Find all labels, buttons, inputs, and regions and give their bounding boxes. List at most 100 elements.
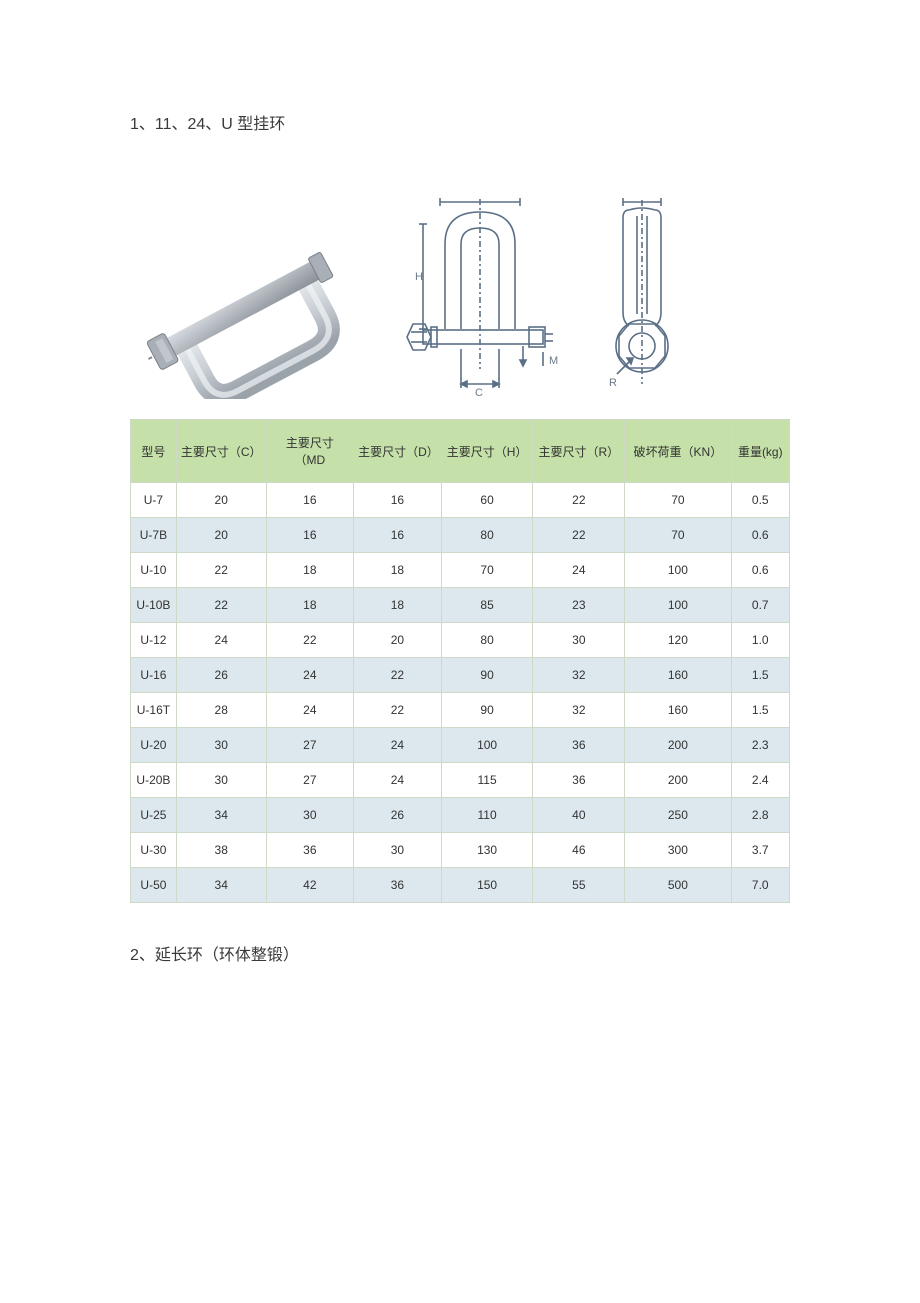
table-cell: 0.6 [731, 518, 789, 553]
table-cell: 2.4 [731, 763, 789, 798]
table-cell: 115 [441, 763, 533, 798]
table-cell: 110 [441, 798, 533, 833]
table-cell: 24 [533, 553, 625, 588]
table-cell: 80 [441, 518, 533, 553]
table-cell: 27 [266, 728, 354, 763]
table-cell: 80 [441, 623, 533, 658]
table-cell: 20 [176, 518, 266, 553]
table-cell: 18 [354, 553, 442, 588]
table-cell: 85 [441, 588, 533, 623]
table-cell: 16 [266, 518, 354, 553]
table-cell: U-25 [131, 798, 177, 833]
table-row: U-16T28242290321601.5 [131, 693, 790, 728]
table-cell: 0.7 [731, 588, 789, 623]
table-cell: 100 [441, 728, 533, 763]
table-row: U-50344236150555007.0 [131, 868, 790, 903]
table-cell: 34 [176, 868, 266, 903]
spec-table: 型号 主要尺寸（C） 主要尺寸（MD 主要尺寸（D） 主要尺寸（H） 主要尺寸（… [130, 419, 790, 903]
table-cell: 38 [176, 833, 266, 868]
table-cell: 70 [625, 518, 731, 553]
table-cell: 22 [176, 553, 266, 588]
table-row: U-7B2016168022700.6 [131, 518, 790, 553]
section-2-title: 2、延长环（环体整锻） [130, 941, 802, 965]
table-cell: 18 [354, 588, 442, 623]
table-cell: 22 [266, 623, 354, 658]
table-cell: 30 [266, 798, 354, 833]
table-cell: 16 [354, 518, 442, 553]
table-row: U-1022181870241000.6 [131, 553, 790, 588]
table-body: U-72016166022700.5U-7B2016168022700.6U-1… [131, 483, 790, 903]
table-row: U-30383630130463003.7 [131, 833, 790, 868]
shackle-front-diagram: H C M [375, 194, 585, 399]
table-cell: 23 [533, 588, 625, 623]
table-cell: 36 [266, 833, 354, 868]
table-cell: 100 [625, 553, 731, 588]
table-row: U-20B302724115362002.4 [131, 763, 790, 798]
table-cell: 55 [533, 868, 625, 903]
table-cell: 16 [354, 483, 442, 518]
table-cell: 20 [176, 483, 266, 518]
table-cell: 2.8 [731, 798, 789, 833]
table-cell: 36 [354, 868, 442, 903]
shackle-photo [130, 224, 365, 399]
table-cell: U-10B [131, 588, 177, 623]
table-cell: 40 [533, 798, 625, 833]
th-d: 主要尺寸（D） [354, 420, 442, 483]
table-cell: 32 [533, 658, 625, 693]
table-cell: 100 [625, 588, 731, 623]
table-cell: 0.5 [731, 483, 789, 518]
dim-m-label: M [549, 355, 558, 367]
table-cell: 28 [176, 693, 266, 728]
shackle-side-diagram: R [595, 194, 690, 399]
dim-h-label: H [415, 271, 423, 283]
th-r: 主要尺寸（R） [533, 420, 625, 483]
table-cell: U-50 [131, 868, 177, 903]
table-cell: 42 [266, 868, 354, 903]
table-cell: 150 [441, 868, 533, 903]
table-cell: 1.5 [731, 693, 789, 728]
table-cell: 26 [176, 658, 266, 693]
table-cell: 2.3 [731, 728, 789, 763]
table-cell: U-7B [131, 518, 177, 553]
table-cell: 26 [354, 798, 442, 833]
table-cell: 22 [533, 518, 625, 553]
table-row: U-20302724100362002.3 [131, 728, 790, 763]
table-row: U-1626242290321601.5 [131, 658, 790, 693]
table-cell: 24 [176, 623, 266, 658]
table-cell: 200 [625, 763, 731, 798]
table-cell: 34 [176, 798, 266, 833]
table-cell: U-20 [131, 728, 177, 763]
table-cell: 18 [266, 553, 354, 588]
table-cell: 3.7 [731, 833, 789, 868]
table-cell: 60 [441, 483, 533, 518]
table-row: U-72016166022700.5 [131, 483, 790, 518]
table-cell: U-12 [131, 623, 177, 658]
table-cell: 22 [176, 588, 266, 623]
table-cell: 46 [533, 833, 625, 868]
table-cell: 130 [441, 833, 533, 868]
table-cell: 20 [354, 623, 442, 658]
table-cell: 500 [625, 868, 731, 903]
table-cell: 24 [266, 693, 354, 728]
th-kg: 重量(kg) [731, 420, 789, 483]
table-cell: 1.0 [731, 623, 789, 658]
table-cell: 32 [533, 693, 625, 728]
table-header-row: 型号 主要尺寸（C） 主要尺寸（MD 主要尺寸（D） 主要尺寸（H） 主要尺寸（… [131, 420, 790, 483]
table-cell: 22 [533, 483, 625, 518]
table-cell: 30 [533, 623, 625, 658]
dim-r-label: R [609, 377, 617, 389]
table-cell: 70 [441, 553, 533, 588]
table-cell: U-16 [131, 658, 177, 693]
table-cell: 22 [354, 693, 442, 728]
table-cell: U-7 [131, 483, 177, 518]
table-cell: U-30 [131, 833, 177, 868]
th-h: 主要尺寸（H） [441, 420, 533, 483]
table-row: U-10B22181885231000.7 [131, 588, 790, 623]
table-cell: 70 [625, 483, 731, 518]
table-cell: 1.5 [731, 658, 789, 693]
th-c: 主要尺寸（C） [176, 420, 266, 483]
table-cell: 90 [441, 693, 533, 728]
table-cell: 27 [266, 763, 354, 798]
table-cell: 24 [354, 763, 442, 798]
th-model: 型号 [131, 420, 177, 483]
